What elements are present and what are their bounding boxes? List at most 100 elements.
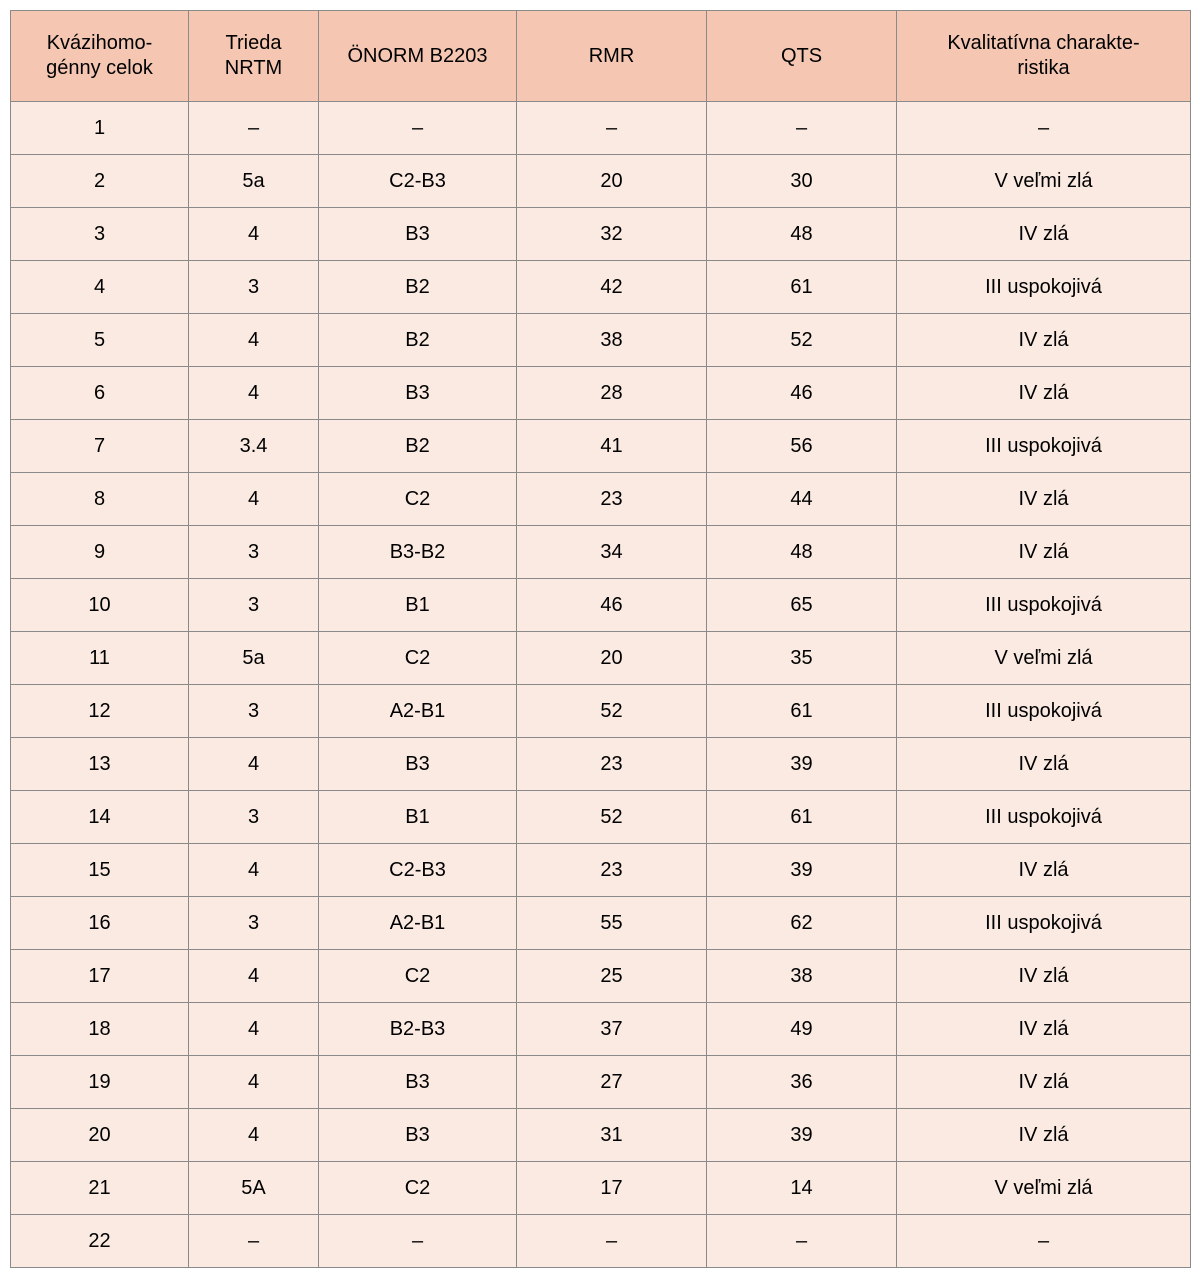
- table-cell: 4: [189, 473, 319, 526]
- table-cell: 15: [11, 844, 189, 897]
- table-cell: V veľmi zlá: [897, 155, 1191, 208]
- table-row: 134B32339IV zlá: [11, 738, 1191, 791]
- table-cell: 2: [11, 155, 189, 208]
- table-cell: 22: [11, 1215, 189, 1268]
- table-cell: 12: [11, 685, 189, 738]
- table-cell: 25: [517, 950, 707, 1003]
- table-cell: C2: [319, 950, 517, 1003]
- table-cell: 14: [11, 791, 189, 844]
- table-cell: 4: [189, 1056, 319, 1109]
- table-row: 184B2-B33749IV zlá: [11, 1003, 1191, 1056]
- table-row: 1–––––: [11, 102, 1191, 155]
- table-cell: 11: [11, 632, 189, 685]
- col-header: Kvalitatívna charakte-ristika: [897, 11, 1191, 102]
- table-cell: 52: [517, 791, 707, 844]
- table-cell: B1: [319, 579, 517, 632]
- table-row: 22–––––: [11, 1215, 1191, 1268]
- table-row: 25aC2-B32030V veľmi zlá: [11, 155, 1191, 208]
- table-cell: B3: [319, 738, 517, 791]
- table-cell: 32: [517, 208, 707, 261]
- table-row: 123A2-B15261III uspokojivá: [11, 685, 1191, 738]
- table-cell: 7: [11, 420, 189, 473]
- table-cell: III uspokojivá: [897, 791, 1191, 844]
- table-row: 174C22538IV zlá: [11, 950, 1191, 1003]
- table-cell: 48: [707, 208, 897, 261]
- table-cell: 56: [707, 420, 897, 473]
- table-cell: B3: [319, 1109, 517, 1162]
- table-cell: –: [517, 1215, 707, 1268]
- table-cell: 3: [189, 526, 319, 579]
- table-cell: B1: [319, 791, 517, 844]
- col-header: TriedaNRTM: [189, 11, 319, 102]
- table-cell: A2-B1: [319, 897, 517, 950]
- table-row: 84C22344IV zlá: [11, 473, 1191, 526]
- table-cell: 4: [189, 1109, 319, 1162]
- table-cell: 30: [707, 155, 897, 208]
- table-body: 1–––––25aC2-B32030V veľmi zlá34B33248IV …: [11, 102, 1191, 1268]
- table-cell: 4: [11, 261, 189, 314]
- table-cell: 44: [707, 473, 897, 526]
- table-cell: III uspokojivá: [897, 685, 1191, 738]
- table-row: 34B33248IV zlá: [11, 208, 1191, 261]
- table-cell: IV zlá: [897, 1003, 1191, 1056]
- table-cell: 28: [517, 367, 707, 420]
- table-row: 64B32846IV zlá: [11, 367, 1191, 420]
- table-cell: 36: [707, 1056, 897, 1109]
- table-cell: –: [189, 102, 319, 155]
- table-cell: 42: [517, 261, 707, 314]
- table-cell: B3: [319, 367, 517, 420]
- table-cell: IV zlá: [897, 1109, 1191, 1162]
- table-cell: B2: [319, 314, 517, 367]
- table-cell: 27: [517, 1056, 707, 1109]
- table-cell: 39: [707, 738, 897, 791]
- table-cell: 5A: [189, 1162, 319, 1215]
- table-cell: 9: [11, 526, 189, 579]
- table-row: 154C2-B32339IV zlá: [11, 844, 1191, 897]
- table-cell: 4: [189, 844, 319, 897]
- table-cell: 6: [11, 367, 189, 420]
- table-cell: 39: [707, 1109, 897, 1162]
- table-cell: 34: [517, 526, 707, 579]
- table-cell: 35: [707, 632, 897, 685]
- table-cell: B3: [319, 208, 517, 261]
- table-cell: 16: [11, 897, 189, 950]
- table-cell: 49: [707, 1003, 897, 1056]
- table-cell: 61: [707, 261, 897, 314]
- table-cell: 18: [11, 1003, 189, 1056]
- table-cell: C2: [319, 632, 517, 685]
- table-cell: 31: [517, 1109, 707, 1162]
- table-cell: 20: [517, 155, 707, 208]
- table-row: 103B14665III uspokojivá: [11, 579, 1191, 632]
- table-cell: 38: [707, 950, 897, 1003]
- table-cell: –: [707, 1215, 897, 1268]
- table-row: 115aC22035V veľmi zlá: [11, 632, 1191, 685]
- table-cell: IV zlá: [897, 1056, 1191, 1109]
- table-cell: III uspokojivá: [897, 579, 1191, 632]
- table-cell: 21: [11, 1162, 189, 1215]
- table-cell: C2: [319, 1162, 517, 1215]
- table-cell: 62: [707, 897, 897, 950]
- table-cell: 4: [189, 314, 319, 367]
- table-cell: 52: [707, 314, 897, 367]
- table-cell: IV zlá: [897, 844, 1191, 897]
- table-cell: 19: [11, 1056, 189, 1109]
- table-cell: 4: [189, 950, 319, 1003]
- table-cell: C2: [319, 473, 517, 526]
- table-cell: –: [517, 102, 707, 155]
- table-cell: 17: [11, 950, 189, 1003]
- table-cell: 1: [11, 102, 189, 155]
- table-cell: 3: [189, 791, 319, 844]
- table-cell: –: [189, 1215, 319, 1268]
- table-row: 194B32736IV zlá: [11, 1056, 1191, 1109]
- table-cell: 52: [517, 685, 707, 738]
- table-cell: C2-B3: [319, 844, 517, 897]
- classification-table: Kvázihomo-génny celok TriedaNRTM ÖNORM B…: [10, 10, 1191, 1268]
- table-cell: 4: [189, 208, 319, 261]
- col-header: QTS: [707, 11, 897, 102]
- table-row: 93B3-B23448IV zlá: [11, 526, 1191, 579]
- table-cell: 8: [11, 473, 189, 526]
- table-cell: 10: [11, 579, 189, 632]
- table-cell: 23: [517, 844, 707, 897]
- table-cell: B2-B3: [319, 1003, 517, 1056]
- table-cell: B2: [319, 261, 517, 314]
